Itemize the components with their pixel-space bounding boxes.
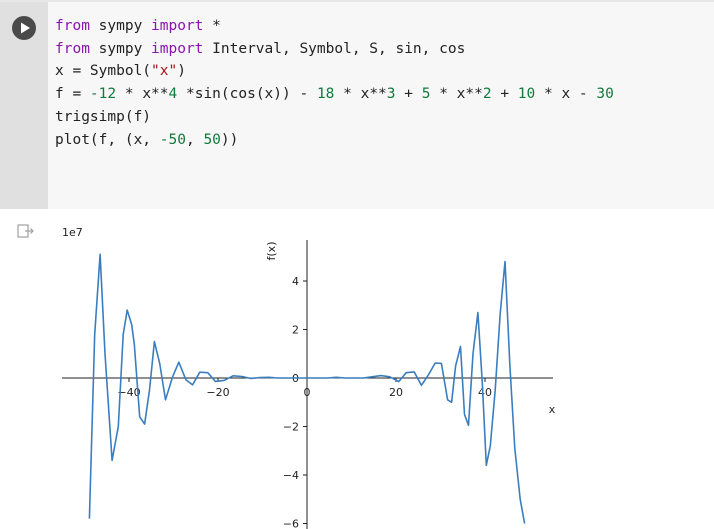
code-token: 4 — [168, 86, 178, 103]
code-token: 30 — [596, 86, 614, 103]
code-token: -50 — [159, 131, 186, 148]
x-tick-label: 0 — [304, 386, 311, 399]
x-axis-label: x — [549, 403, 556, 416]
code-line: f = -12 * x**4 *sin(cos(x)) - 18 * x**3 … — [55, 86, 614, 102]
x-tick-label: 40 — [478, 386, 492, 399]
offset-text: 1e7 — [62, 226, 83, 239]
code-token: * x - — [535, 86, 597, 103]
code-token: -12 — [89, 86, 117, 103]
code-token: 3 — [386, 86, 396, 103]
y-tick-label: −6 — [283, 518, 299, 529]
output-arrow-icon[interactable] — [17, 224, 35, 238]
code-token: f = — [55, 86, 90, 103]
code-token: "x" — [151, 63, 178, 80]
code-token: , — [185, 131, 204, 148]
code-token: x = Symbol( — [55, 63, 152, 80]
code-token: 50 — [203, 131, 221, 148]
code-token: 10 — [517, 86, 536, 103]
x-tick-label: −40 — [117, 386, 140, 399]
play-icon — [21, 22, 30, 34]
code-line: from sympy import * — [55, 18, 221, 34]
code-token: sympy — [89, 18, 152, 34]
top-border — [0, 0, 714, 2]
code-line: from sympy import Interval, Symbol, S, s… — [55, 41, 465, 57]
code-token: )) — [220, 131, 239, 148]
code-token: from — [55, 40, 90, 57]
y-tick-label: 2 — [292, 324, 299, 337]
code-token: sympy — [89, 40, 152, 57]
y-tick-label: −2 — [283, 421, 299, 434]
code-token: from — [55, 18, 90, 34]
code-line: trigsimp(f) — [55, 109, 151, 125]
cell-gutter — [0, 2, 48, 209]
x-tick-label: 20 — [389, 386, 403, 399]
y-tick-label: −4 — [283, 469, 299, 482]
run-cell-button[interactable] — [12, 16, 36, 40]
code-token: import — [151, 18, 204, 34]
code-token: * — [203, 18, 221, 34]
code-line: plot(f, (x, -50, 50)) — [55, 132, 238, 148]
code-token: 2 — [482, 86, 492, 103]
code-token: + — [395, 86, 422, 103]
code-token: 5 — [421, 86, 431, 103]
code-token: + — [491, 86, 518, 103]
axes — [62, 240, 553, 529]
series — [88, 253, 526, 524]
code-token: * x** — [334, 86, 387, 103]
series-line — [88, 253, 526, 524]
y-axis-label: f(x) — [265, 242, 278, 261]
code-token: * x** — [430, 86, 483, 103]
code-cell[interactable]: from sympy import * from sympy import In… — [0, 2, 714, 209]
x-tick-label: −20 — [206, 386, 229, 399]
code-token: 18 — [316, 86, 335, 103]
code-editor[interactable]: from sympy import * from sympy import In… — [55, 15, 614, 151]
code-token: Interval, Symbol, S, sin, cos — [203, 40, 466, 57]
code-token: ) — [177, 63, 186, 80]
y-tick-label: 4 — [292, 275, 299, 288]
code-token: *sin(cos(x)) - — [177, 86, 317, 103]
code-token: trigsimp(f) — [55, 108, 152, 125]
code-token: import — [151, 40, 204, 57]
code-token: plot(f, (x, — [55, 131, 160, 148]
code-token: * x** — [116, 86, 169, 103]
code-line: x = Symbol("x") — [55, 63, 186, 79]
